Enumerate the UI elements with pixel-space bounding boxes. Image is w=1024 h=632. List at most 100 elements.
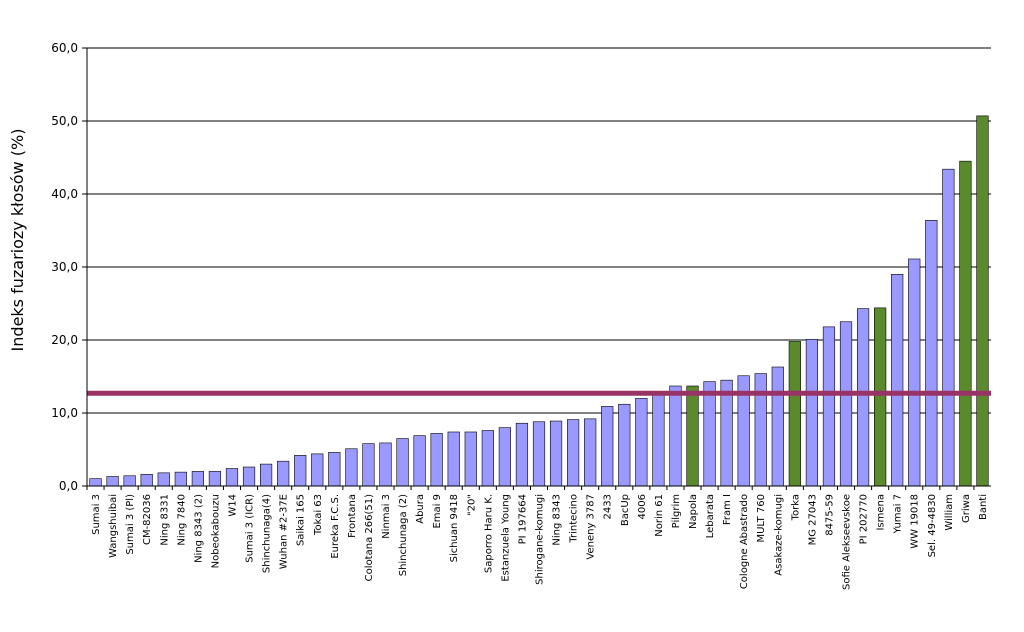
bar	[584, 418, 597, 487]
bar	[976, 115, 989, 487]
bar	[771, 366, 784, 487]
bar	[191, 471, 204, 487]
x-tick-label: Sofie Alekseevskoe	[842, 494, 853, 590]
bar	[669, 385, 682, 487]
bar	[157, 472, 170, 487]
bar	[567, 419, 580, 487]
x-tick-label: Norin 61	[654, 494, 665, 537]
axes	[86, 48, 991, 487]
x-tick-label: Ismena	[876, 494, 887, 531]
bar	[601, 406, 614, 487]
bar	[618, 403, 631, 487]
bar	[123, 475, 136, 487]
x-tick-label: Tokai 63	[313, 494, 324, 536]
x-tick-label: Wangshuibai	[108, 494, 119, 558]
bar	[413, 435, 426, 487]
y-tick-label: 60,0	[51, 41, 78, 55]
bar	[874, 307, 887, 487]
bar	[805, 338, 819, 487]
bar	[788, 341, 801, 487]
x-tick-label: William	[944, 494, 955, 531]
bar	[430, 433, 443, 487]
x-tick-label: Shinchunaga(4)	[262, 494, 273, 573]
x-tick-label: Colotana 266(51)	[364, 494, 375, 581]
bar	[294, 455, 307, 487]
x-tick-label: "20"	[466, 494, 477, 516]
bar	[498, 427, 511, 487]
bars	[89, 115, 989, 487]
x-tick-label: Torka	[790, 494, 801, 521]
bar	[532, 421, 546, 487]
bar	[720, 379, 733, 487]
bar	[362, 443, 375, 487]
x-tick-label: Sel. 49-4830	[927, 494, 938, 557]
y-tick-label: 0,0	[59, 479, 78, 493]
y-tick-label: 50,0	[51, 114, 78, 128]
x-tick-label: PI 197664	[517, 494, 528, 544]
bar	[856, 308, 870, 487]
bar	[686, 385, 699, 487]
bar	[225, 468, 239, 487]
y-tick-label: 40,0	[51, 187, 78, 201]
y-axis-label: Indeks fuzariozy kłosów (%)	[8, 129, 27, 352]
bar	[925, 219, 938, 487]
x-tick-label: 2433	[603, 494, 614, 519]
x-tick-label: Cologne Abastrado	[739, 494, 750, 589]
x-tick-label: Fram I	[722, 494, 733, 525]
x-tick-label: Sumai 3 (Pl)	[125, 494, 136, 555]
bar	[140, 474, 153, 487]
bar	[481, 430, 494, 487]
bar	[959, 160, 972, 487]
y-tick-label: 10,0	[51, 406, 78, 420]
x-tick-label: 8475-59	[824, 494, 835, 536]
bar	[703, 381, 716, 487]
bar	[242, 466, 256, 487]
bar	[635, 398, 648, 487]
bar	[754, 373, 767, 487]
x-tick-label: Pilgrim	[671, 494, 682, 528]
bar	[89, 478, 102, 487]
x-tick-label: Lebarata	[705, 494, 716, 538]
y-tick-labels: 0,0 10,0 20,0 30,0 40,0 50,0 60,0	[51, 41, 78, 493]
x-tick-label: Saikai 165	[296, 494, 307, 546]
x-tick-label: MULT 760	[756, 494, 767, 543]
x-tick-label: Ninmai 3	[381, 494, 392, 539]
x-tick-label: Veneny 3787	[586, 494, 597, 560]
x-tick-label: WW 19018	[910, 494, 921, 549]
x-tick-label: Griwa	[961, 494, 972, 523]
bar	[259, 463, 273, 487]
grid-lines	[82, 47, 991, 487]
x-tick-label: Ning 8331	[159, 494, 170, 546]
x-tick-label: Sumai 3 (ICR)	[245, 494, 256, 563]
x-tick-label: Yumai 7	[893, 494, 904, 535]
bar	[106, 476, 119, 487]
x-tick-label: Wuhan #2-37E	[279, 494, 290, 569]
x-tick-label: Sichuan 9418	[449, 494, 460, 562]
y-tick-label: 30,0	[51, 260, 78, 274]
x-tick-label: Banti	[978, 494, 989, 520]
bar	[345, 448, 358, 487]
x-tick-label: Shinchunaga (2)	[398, 494, 409, 576]
bar	[379, 442, 392, 487]
bar	[464, 431, 477, 487]
bar	[396, 438, 409, 487]
x-tick-label: W14	[227, 494, 238, 517]
bar	[311, 453, 324, 487]
x-tick-label: CM-82036	[142, 494, 153, 545]
bar	[208, 471, 222, 487]
x-tick-label: Asakaze-komugi	[773, 494, 784, 576]
bar	[908, 258, 921, 487]
x-tick-label: Abura	[415, 494, 426, 524]
x-tick-label: Eureka F.C.S.	[330, 494, 341, 559]
bar	[822, 326, 836, 487]
x-tick-label: Emai 9	[432, 494, 443, 529]
bar	[652, 392, 665, 487]
x-tick-label: 4006	[637, 494, 648, 519]
bar	[839, 321, 853, 487]
bar	[549, 420, 563, 487]
bar	[515, 422, 529, 487]
bar	[328, 452, 341, 487]
bar	[447, 431, 460, 487]
